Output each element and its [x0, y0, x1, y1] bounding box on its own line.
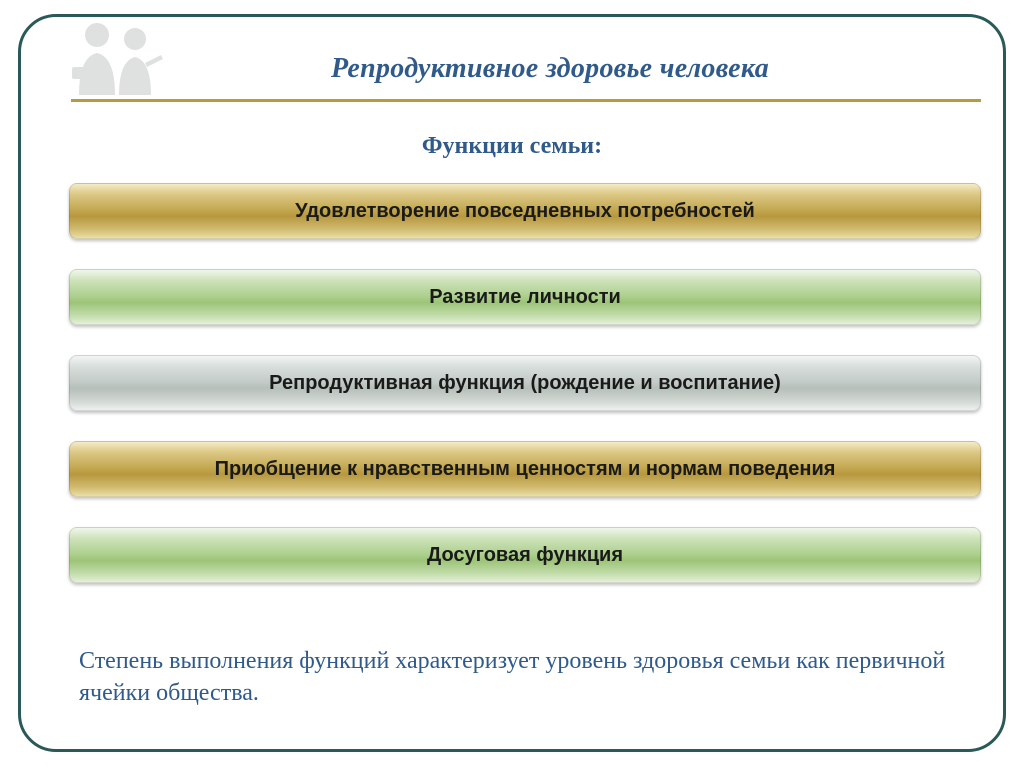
footer-text: Степень выполнения функций характеризует…: [79, 645, 979, 710]
function-bar-list: Удовлетворение повседневных потребностей…: [69, 183, 981, 613]
function-bar: Удовлетворение повседневных потребностей: [69, 183, 981, 239]
function-bar-label: Удовлетворение повседневных потребностей: [295, 200, 755, 223]
function-bar-label: Досуговая функция: [427, 544, 623, 567]
function-bar: Досуговая функция: [69, 527, 981, 583]
slide-title: Репродуктивное здоровье человека: [331, 53, 769, 85]
slide-subtitle: Функции семьи:: [21, 133, 1003, 160]
title-divider: [71, 99, 981, 102]
slide-frame: Репродуктивное здоровье человека Функции…: [18, 14, 1006, 752]
footer-content: Степень выполнения функций характеризует…: [79, 648, 945, 706]
people-silhouette-icon: [57, 17, 177, 95]
function-bar: Репродуктивная функция (рождение и воспи…: [69, 355, 981, 411]
function-bar-label: Развитие личности: [429, 286, 621, 309]
function-bar-label: Приобщение к нравственным ценностям и но…: [215, 458, 836, 481]
function-bar-label: Репродуктивная функция (рождение и воспи…: [269, 372, 781, 395]
function-bar: Приобщение к нравственным ценностям и но…: [69, 441, 981, 497]
function-bar: Развитие личности: [69, 269, 981, 325]
